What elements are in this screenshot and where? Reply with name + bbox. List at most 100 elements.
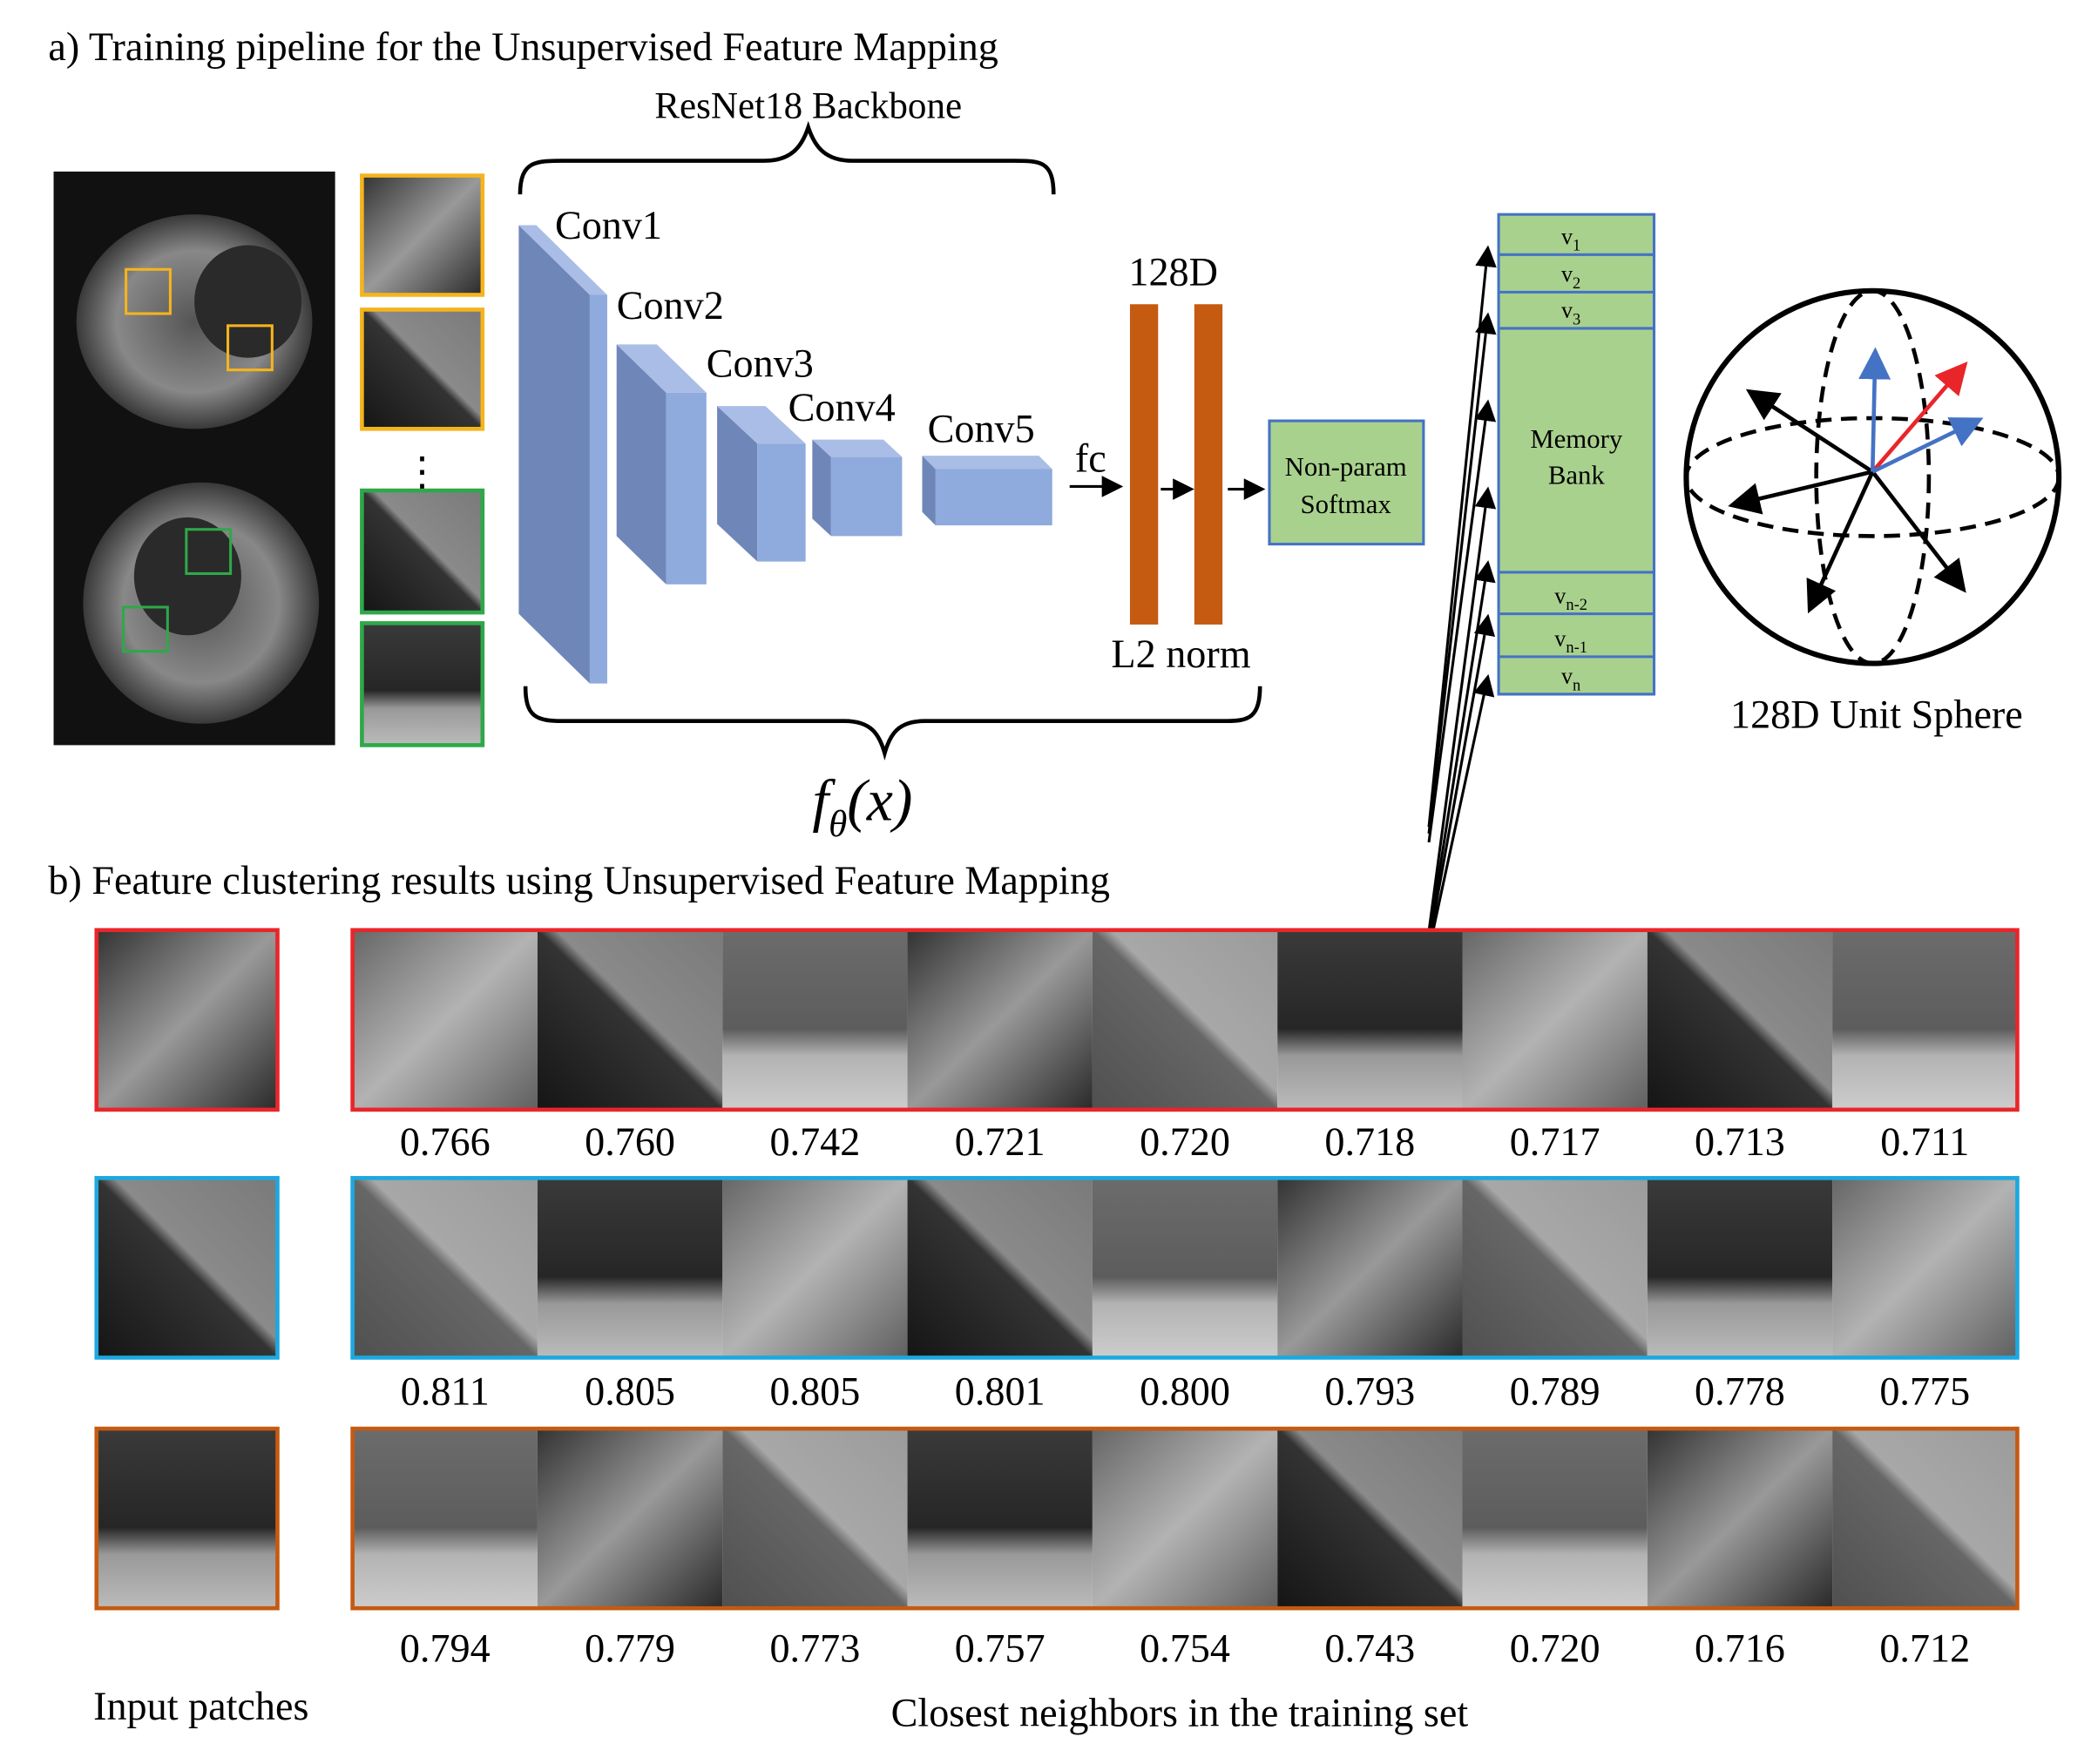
softmax-label-line2: Softmax: [1301, 490, 1391, 519]
function-brace: [523, 686, 1262, 761]
memory-bank-entry: v2: [1561, 261, 1580, 292]
neighbor-patch: [1647, 1178, 1833, 1358]
similarity-score: 0.794: [400, 1626, 491, 1671]
neighbor-patch: [1092, 929, 1278, 1110]
neighbor-patch: [1462, 1429, 1648, 1609]
conv2-block: [616, 344, 707, 585]
memory-bank-entry: v1: [1561, 224, 1580, 254]
conv1-block: [518, 225, 607, 684]
softmax-label-line1: Non-param: [1285, 452, 1407, 482]
similarity-score: 0.712: [1879, 1626, 1970, 1671]
bank-arrow: [1427, 399, 1497, 843]
conv5-block: [922, 456, 1052, 526]
memory-bank-entry: vn-1: [1554, 626, 1587, 657]
neighbor-patch: [1277, 929, 1463, 1110]
similarity-score: 0.760: [585, 1119, 675, 1164]
similarity-score: 0.793: [1324, 1369, 1415, 1413]
ellipsis: ⋮: [403, 449, 443, 494]
dim-label: 128D: [1128, 250, 1218, 294]
neighbor-patch: [907, 929, 1093, 1110]
conv-blocks: [518, 225, 1052, 684]
backbone-label: ResNet18 Backbone: [654, 85, 962, 126]
similarity-score: 0.789: [1510, 1369, 1600, 1413]
conv4-block: [812, 439, 903, 537]
neighbor-patch: [1462, 1178, 1648, 1358]
neighbor-patch: [907, 1178, 1093, 1358]
function-label: fθ(x): [812, 768, 912, 845]
result-row: 0.811 0.805 0.805 0.801 0.800 0.793 0.789 0.778…: [94, 1176, 2020, 1413]
neighbor-patch: [352, 1429, 538, 1609]
neighbor-patch: [1462, 929, 1648, 1110]
similarity-score: 0.717: [1510, 1119, 1600, 1164]
neighbor-patch: [722, 1178, 908, 1358]
neighbor-patch: [1832, 929, 2018, 1110]
neighbors-strip-border: [350, 1176, 2020, 1360]
memory-bank-label-line2: Bank: [1548, 460, 1606, 490]
conv1-label: Conv1: [555, 203, 662, 247]
similarity-score: 0.713: [1695, 1119, 1785, 1164]
neighbor-patch: [1092, 1429, 1278, 1609]
fc-label: fc: [1075, 436, 1106, 481]
similarity-score: 0.711: [1880, 1119, 1969, 1164]
neighbor-patch: [1832, 1178, 2018, 1358]
neighbors-strip-border: [350, 928, 2020, 1112]
input-patches-label: Input patches: [93, 1684, 308, 1728]
neighbor-patch: [352, 929, 538, 1110]
l2-norm-bar: [1194, 304, 1223, 625]
neighbor-patch: [1832, 1429, 2018, 1609]
similarity-score: 0.757: [955, 1626, 1046, 1671]
similarity-score: 0.779: [585, 1626, 675, 1671]
bank-arrow: [1427, 613, 1496, 945]
similarity-score: 0.766: [400, 1119, 491, 1164]
fc-output-bar: [1129, 304, 1159, 625]
section-a-title: a) Training pipeline for the Unsupervise…: [48, 24, 998, 69]
input-patch: [94, 1176, 280, 1360]
sphere-label: 128D Unit Sphere: [1730, 692, 2023, 736]
similarity-score: 0.778: [1695, 1369, 1785, 1413]
result-row: 0.794 0.779 0.773 0.757 0.754 0.743 0.720 0.716…: [94, 1426, 2020, 1671]
memory-bank-entry: v3: [1561, 298, 1580, 328]
neighbor-patch: [907, 1429, 1093, 1609]
neighbor-patch: [352, 1178, 538, 1358]
neighbor-patch: [1092, 1178, 1278, 1358]
conv4-label: Conv4: [788, 385, 896, 429]
similarity-score: 0.811: [401, 1369, 490, 1413]
neighbors-strip-border: [350, 1426, 2020, 1611]
conv5-label: Conv5: [928, 407, 1035, 451]
memory-bank-entry: vn-2: [1554, 583, 1587, 613]
neighbor-patch: [537, 1178, 723, 1358]
conv2-label: Conv2: [617, 283, 724, 328]
similarity-score: 0.805: [585, 1369, 675, 1413]
conv3-block: [717, 406, 806, 562]
similarity-score: 0.720: [1510, 1626, 1600, 1671]
memory-bank-arrows: [1427, 245, 1497, 951]
neighbor-patch: [1647, 1429, 1833, 1609]
similarity-score: 0.721: [955, 1119, 1046, 1164]
memory-bank: v1 v2 v3 vn-2 vn-1 vn Memory Bank: [1497, 213, 1656, 696]
input-patch: [94, 1426, 280, 1611]
neighbor-patch: [722, 929, 908, 1110]
similarity-score: 0.718: [1324, 1119, 1415, 1164]
result-row: 0.766 0.760 0.742 0.721 0.720 0.718 0.717 0.713…: [94, 928, 2020, 1164]
neighbor-patch: [1277, 1178, 1463, 1358]
neighbor-patch: [537, 1429, 723, 1609]
neighbor-patch: [1277, 1429, 1463, 1609]
softmax-box: [1268, 419, 1425, 546]
similarity-score: 0.720: [1140, 1119, 1230, 1164]
bank-arrow: [1427, 245, 1497, 828]
similarity-score: 0.754: [1140, 1626, 1230, 1671]
neighbors-label: Closest neighbors in the training set: [891, 1691, 1469, 1735]
similarity-score: 0.805: [769, 1369, 860, 1413]
memory-bank-label-line1: Memory: [1530, 424, 1623, 454]
similarity-score: 0.716: [1695, 1626, 1785, 1671]
mri-scans: [53, 171, 335, 746]
similarity-score: 0.773: [769, 1626, 860, 1671]
clustering-results: 0.766 0.760 0.742 0.721 0.720 0.718 0.717 0.713…: [94, 928, 2020, 1671]
section-b-title: b) Feature clustering results using Unsu…: [48, 858, 1110, 902]
similarity-score: 0.801: [955, 1369, 1046, 1413]
bank-arrow: [1427, 673, 1495, 951]
input-patch: [94, 928, 280, 1112]
similarity-score: 0.743: [1324, 1626, 1415, 1671]
